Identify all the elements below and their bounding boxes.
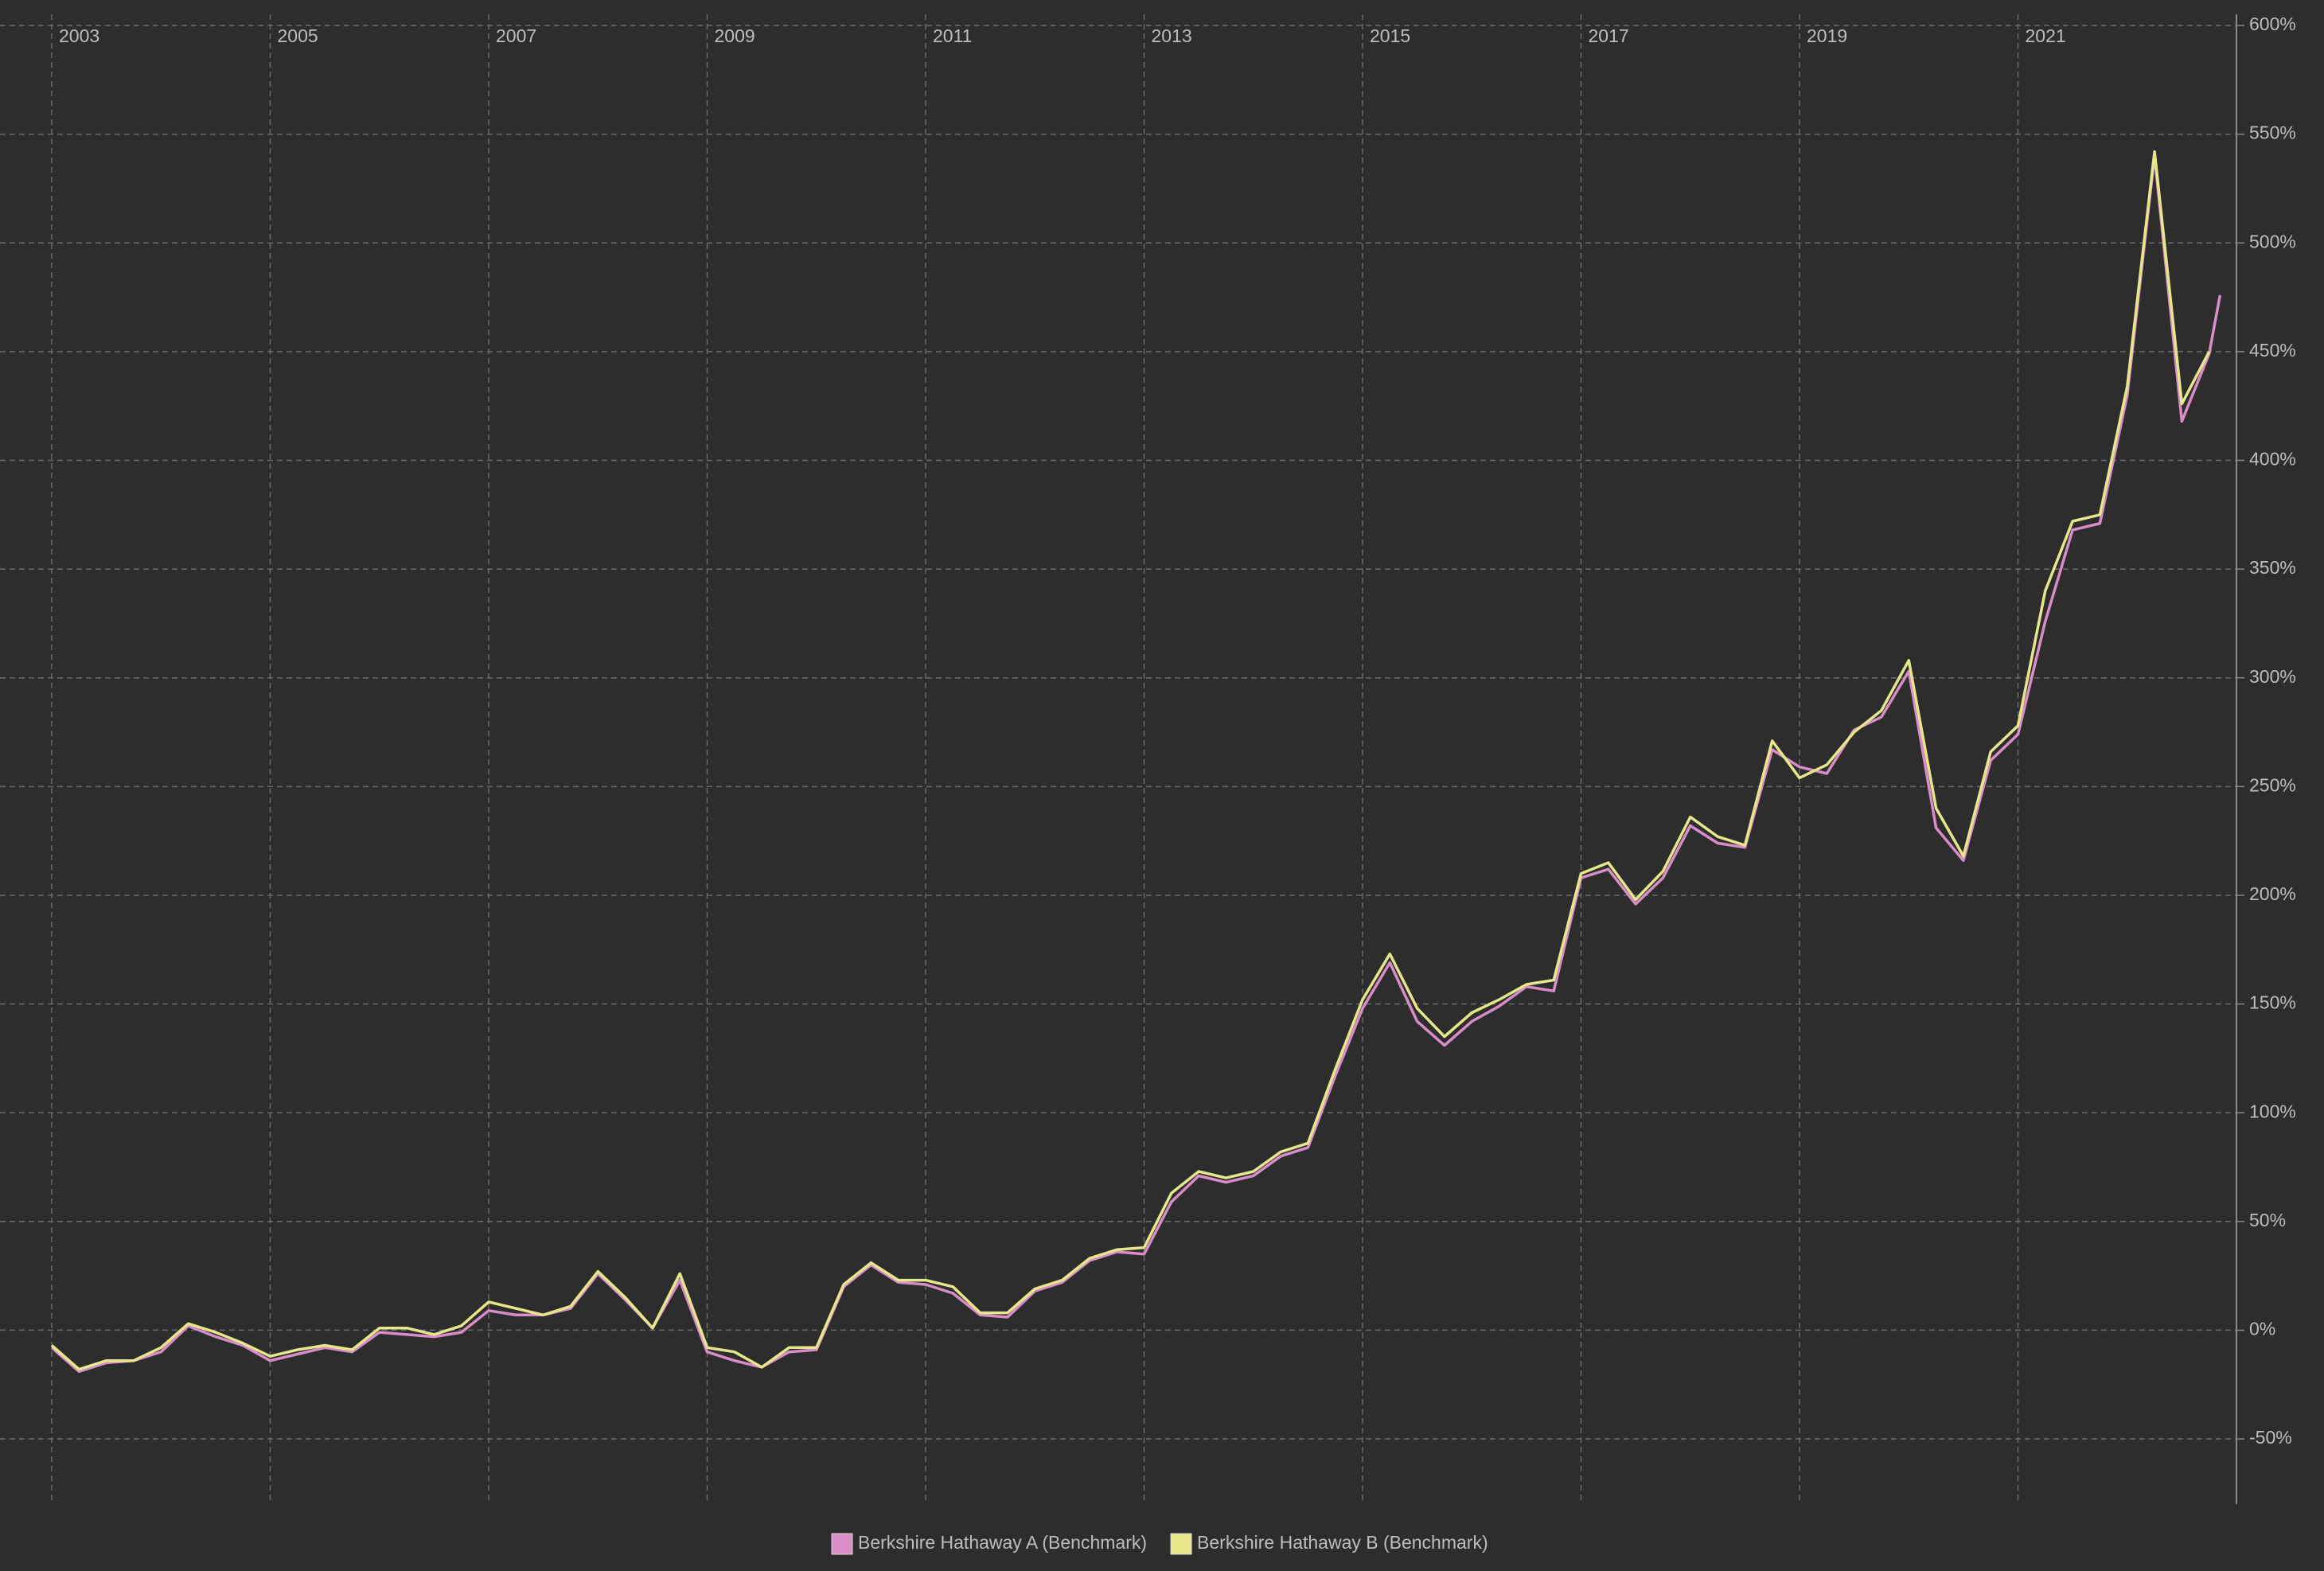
y-tick-label: 350% xyxy=(2249,557,2296,578)
legend-label[interactable]: Berkshire Hathaway A (Benchmark) xyxy=(858,1532,1147,1553)
x-tick-label: 2013 xyxy=(1152,25,1192,46)
y-tick-label: 250% xyxy=(2249,774,2296,795)
x-tick-label: 2019 xyxy=(1807,25,1847,46)
x-tick-label: 2009 xyxy=(715,25,755,46)
x-tick-label: 2021 xyxy=(2026,25,2066,46)
x-tick-label: 2017 xyxy=(1589,25,1629,46)
x-tick-label: 2011 xyxy=(933,25,972,46)
y-tick-label: 500% xyxy=(2249,231,2296,251)
x-tick-label: 2005 xyxy=(278,25,318,46)
y-tick-label: 450% xyxy=(2249,340,2296,361)
legend-swatch[interactable] xyxy=(831,1533,853,1555)
x-tick-label: 2007 xyxy=(496,25,536,46)
x-tick-label: 2003 xyxy=(59,25,99,46)
legend-label[interactable]: Berkshire Hathaway B (Benchmark) xyxy=(1197,1532,1488,1553)
y-tick-label: 150% xyxy=(2249,992,2296,1013)
y-tick-label: 300% xyxy=(2249,666,2296,687)
y-tick-label: -50% xyxy=(2249,1427,2292,1448)
x-tick-label: 2015 xyxy=(1370,25,1410,46)
y-tick-label: 50% xyxy=(2249,1210,2286,1230)
y-tick-label: 100% xyxy=(2249,1101,2296,1121)
legend-swatch[interactable] xyxy=(1170,1533,1192,1555)
y-tick-label: 550% xyxy=(2249,123,2296,143)
y-tick-label: 0% xyxy=(2249,1318,2275,1339)
series-line xyxy=(50,154,2222,1374)
y-tick-label: 600% xyxy=(2249,14,2296,34)
y-tick-label: 400% xyxy=(2249,449,2296,470)
y-tick-label: 200% xyxy=(2249,883,2296,904)
series-line xyxy=(50,150,2211,1371)
